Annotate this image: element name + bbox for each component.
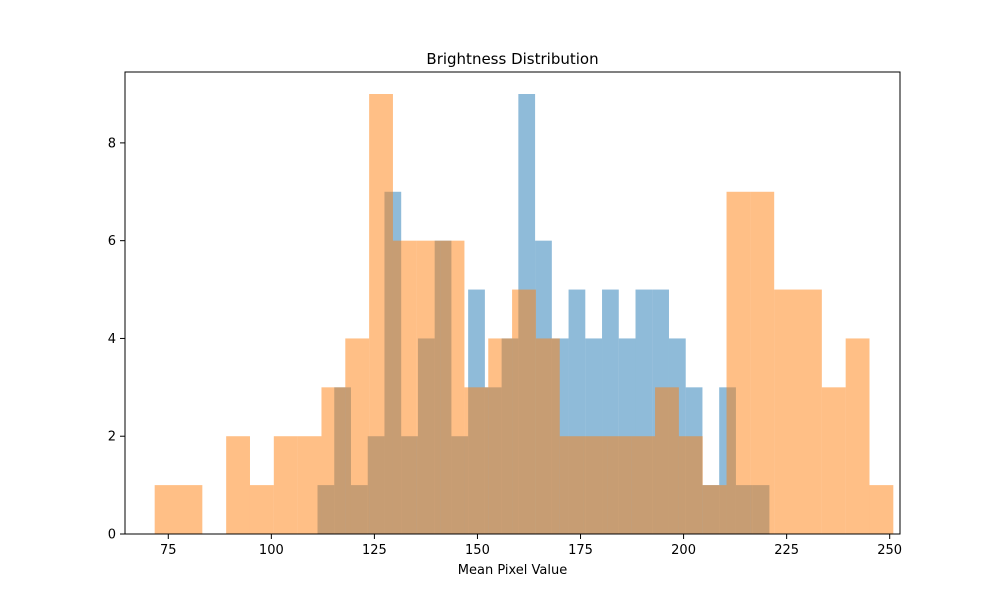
histogram-bar: [869, 485, 894, 534]
histogram-bars: [154, 94, 894, 534]
x-axis-label: Mean Pixel Value: [458, 563, 567, 578]
chart-title: Brightness Distribution: [426, 50, 598, 68]
y-tick-label: 0: [108, 528, 116, 543]
histogram-bar: [297, 436, 322, 534]
x-tick-label: 225: [774, 543, 799, 558]
histogram-bar: [369, 94, 393, 534]
histogram-bar: [249, 485, 274, 534]
histogram-bar: [321, 387, 346, 534]
plot-frame: [124, 71, 901, 535]
histogram-bar: [345, 338, 370, 534]
x-tick-label: 175: [568, 543, 593, 558]
x-tick-label: 200: [671, 543, 696, 558]
histogram-bar: [488, 338, 513, 534]
histogram-bar: [798, 289, 822, 534]
y-axis-ticks: 0 2 4 6 8: [108, 136, 125, 543]
y-tick-label: 6: [108, 234, 116, 249]
histogram-bar: [178, 485, 203, 534]
y-tick-label: 8: [108, 136, 116, 151]
y-tick-label: 4: [108, 332, 116, 347]
x-tick-label: 250: [877, 543, 902, 558]
histogram-bar: [154, 485, 179, 534]
histogram-bar: [512, 289, 536, 534]
histogram-bar: [726, 191, 751, 534]
histogram-bar: [607, 436, 632, 534]
histogram-bar: [845, 338, 870, 534]
histogram-bar: [750, 191, 775, 534]
histogram-bar: [678, 436, 703, 534]
histogram-bar: [583, 436, 608, 534]
histogram-bar: [273, 436, 298, 534]
histogram-bar: [226, 436, 250, 534]
histogram-bar: [464, 387, 489, 534]
histogram-bar: [702, 485, 727, 534]
histogram-bar: [416, 240, 441, 534]
x-tick-label: 75: [160, 543, 177, 558]
histogram-bar: [440, 240, 465, 534]
y-tick-label: 2: [108, 430, 116, 445]
x-tick-label: 150: [465, 543, 490, 558]
histogram-bar: [535, 338, 560, 534]
histogram-bar: [559, 436, 584, 534]
histogram-bar: [655, 387, 679, 534]
histogram-bar: [392, 240, 417, 534]
histogram-bar: [631, 436, 656, 534]
x-tick-label: 125: [362, 543, 387, 558]
x-axis-ticks: 75 100 125 150 175 200 225 250: [160, 534, 902, 558]
histogram-bar: [774, 289, 799, 534]
x-tick-label: 100: [259, 543, 284, 558]
histogram-bar: [821, 387, 846, 534]
